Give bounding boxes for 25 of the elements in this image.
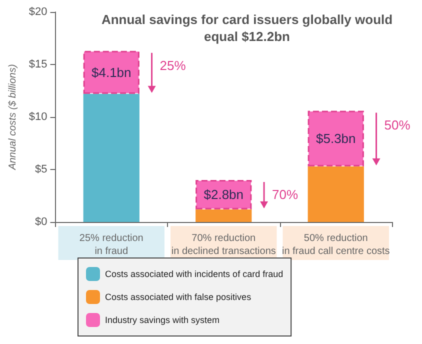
legend-label: Costs associated with false positives <box>105 292 252 302</box>
y-tick-label: $20 <box>28 6 48 18</box>
bar <box>196 209 252 222</box>
bar <box>308 166 364 222</box>
y-tick-label: $10 <box>28 111 48 123</box>
legend-label: Industry savings with system <box>105 315 220 325</box>
data-label: $4.1bn <box>91 64 132 80</box>
x-tick-label: 25% reduction in fraud <box>79 233 144 257</box>
annotation: 25% <box>160 58 186 73</box>
x-tick-label: 50% reduction in fraud call centre costs <box>282 233 390 257</box>
y-axis-title: Annual costs ($ billions) <box>8 64 18 171</box>
bar <box>196 180 252 210</box>
bar <box>83 94 140 222</box>
annotation: 50% <box>384 118 411 133</box>
legend-label: Costs associated with incidents of card fraud <box>105 269 284 279</box>
data-label: $2.8bn <box>204 187 244 202</box>
annotation: 70% <box>272 187 298 202</box>
bar <box>308 110 364 166</box>
x-tick-label: 70% reduction in declined transactions <box>171 233 276 257</box>
y-tick-label: $15 <box>28 58 48 70</box>
y-tick-label: $5 <box>35 164 48 176</box>
data-label: $5.3bn <box>316 131 356 146</box>
bar <box>83 50 140 94</box>
y-tick-label: $0 <box>35 216 48 228</box>
text: Annual savings for card issuers globally would equal $12.2bn <box>101 12 393 44</box>
